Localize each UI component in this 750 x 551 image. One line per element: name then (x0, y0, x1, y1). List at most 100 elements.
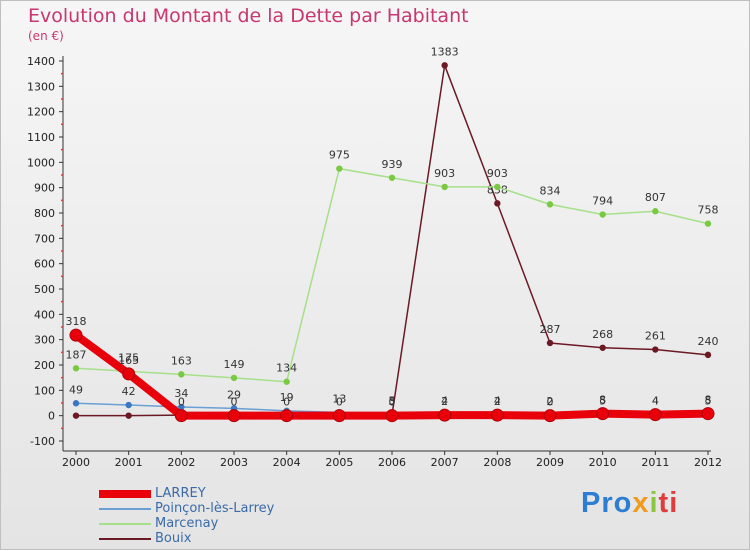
x-tick-label: 2001 (115, 456, 143, 469)
data-point (441, 183, 448, 191)
data-label: 49 (69, 383, 83, 396)
data-label: 8 (599, 394, 606, 407)
data-label: 903 (434, 167, 455, 180)
data-label: 939 (382, 158, 403, 171)
data-point (69, 328, 83, 342)
x-tick-label: 2011 (641, 456, 669, 469)
data-label: 134 (276, 362, 297, 375)
series-line (75, 167, 709, 383)
data-label: 975 (329, 149, 350, 162)
data-point (648, 408, 662, 422)
data-label: 0 (336, 396, 343, 409)
data-point (72, 400, 80, 407)
data-label: 794 (592, 195, 613, 208)
data-label: 834 (540, 184, 561, 197)
data-label: 42 (122, 385, 136, 398)
logo-part: i (649, 487, 659, 519)
data-point (72, 412, 80, 419)
y-tick-label: 500 (34, 283, 55, 296)
y-tick-label: 1400 (27, 55, 55, 68)
data-point (652, 208, 659, 215)
data-label: 19 (280, 391, 294, 404)
data-point (125, 401, 132, 409)
series-marcenay: 187 175 163 149 134 975 939 903 903 834 794 807 758 (66, 149, 719, 385)
data-point (599, 344, 606, 351)
data-point (596, 407, 610, 421)
x-tick-label: 2006 (378, 456, 406, 469)
y-tick-label: 1100 (27, 131, 55, 144)
data-label: 187 (66, 348, 87, 361)
legend-swatch-marcenay (99, 523, 151, 525)
y-tick-label: 1200 (27, 106, 55, 119)
logo-part: x (632, 487, 650, 519)
data-label: 34 (174, 387, 188, 400)
data-label: 5 (599, 394, 606, 407)
chart-title: Evolution du Montant de la Dette par Hab… (28, 5, 469, 27)
data-label: 807 (645, 191, 666, 204)
data-label: 2 (494, 395, 501, 408)
data-label: 318 (66, 315, 87, 328)
y-tick-label: 1000 (27, 156, 55, 169)
data-point (438, 408, 452, 422)
data-label: 165 (118, 354, 139, 367)
data-label: 0 (231, 396, 238, 409)
data-label: 175 (118, 351, 139, 364)
legend-item-poincon: Poinçon-lès-Larrey (99, 501, 399, 517)
data-label: 261 (645, 330, 666, 343)
x-tick-label: 2005 (325, 456, 353, 469)
data-label: 0 (389, 396, 396, 409)
x-tick-label: 2004 (273, 456, 301, 469)
data-point (652, 346, 659, 353)
y-tick-label: 100 (34, 384, 55, 397)
x-tick-label: 2010 (589, 456, 617, 469)
x-tick-label: 2000 (62, 456, 90, 469)
data-point (280, 409, 294, 423)
data-label: 5 (705, 394, 712, 407)
data-label: 240 (698, 335, 719, 348)
legend-swatch-bouix (99, 538, 151, 540)
logo-part: ti (658, 487, 679, 519)
x-tick-label: 2012 (694, 456, 722, 469)
legend-item-bouix: Bouix (99, 531, 399, 547)
data-point (385, 409, 399, 423)
data-point (178, 403, 185, 411)
data-point (494, 200, 501, 207)
data-point (230, 374, 238, 382)
data-point (72, 365, 80, 372)
data-point (174, 409, 188, 423)
data-label: 0 (178, 396, 185, 409)
data-point (388, 174, 396, 181)
data-point (283, 378, 290, 385)
data-label: 4 (652, 395, 659, 408)
data-label: 0 (283, 396, 290, 409)
data-label: 758 (698, 204, 719, 217)
data-label: 5 (389, 394, 396, 407)
y-tick-label: -100 (30, 435, 55, 448)
data-point (546, 339, 554, 347)
data-label: 3 (389, 395, 396, 408)
data-label: 4 (652, 395, 659, 408)
data-point (125, 412, 132, 419)
y-tick-label: 600 (34, 258, 55, 271)
data-point (704, 351, 712, 359)
x-tick-label: 2008 (483, 456, 511, 469)
data-point (122, 367, 136, 381)
series-group: 3138383828726826124018717516314913497593… (66, 45, 719, 423)
data-point (704, 220, 712, 227)
data-label: 2 (547, 395, 554, 408)
data-label: 0 (547, 396, 554, 409)
data-label: 149 (224, 358, 245, 371)
legend-label: Marcenay (155, 516, 219, 531)
proxiti-logo: Proxiti (581, 487, 678, 520)
data-label: 1383 (431, 45, 459, 58)
x-tick-label: 2002 (167, 456, 195, 469)
axes: -100010020030040050060070080090010001100… (27, 55, 722, 469)
data-point (336, 165, 343, 172)
legend-swatch-larrey (99, 490, 151, 498)
legend-label: Bouix (155, 531, 192, 546)
x-tick-label: 2003 (220, 456, 248, 469)
data-label: 8 (705, 394, 712, 407)
data-label: 268 (592, 328, 613, 341)
